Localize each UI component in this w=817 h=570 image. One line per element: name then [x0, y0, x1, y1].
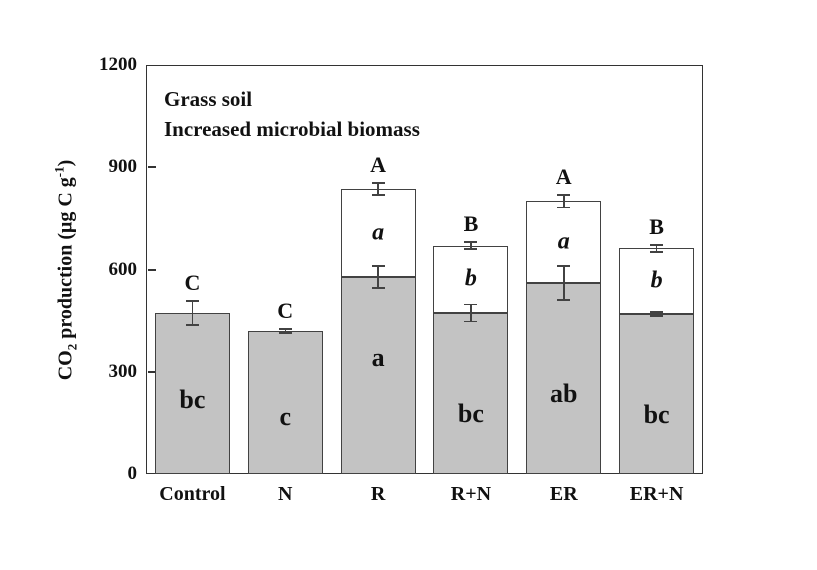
bar-segment-shaded — [154, 313, 230, 474]
y-tick-label: 0 — [127, 463, 138, 484]
error-bar-lower-segment-cap-bottom — [557, 299, 571, 301]
error-bar-lower-segment — [377, 266, 379, 288]
y-tick-mark — [147, 166, 156, 169]
significance-letter-total: B — [463, 211, 479, 237]
significance-letter-lower-segment: bc — [457, 399, 484, 429]
error-bar-lower-segment-cap-top — [371, 265, 385, 267]
y-tick-label: 300 — [108, 360, 138, 382]
significance-letter-upper-segment: a — [557, 228, 570, 255]
x-category-label: ER+N — [629, 483, 684, 505]
significance-letter-lower-segment: a — [371, 342, 385, 372]
y-axis-label-pre: CO — [54, 350, 77, 381]
error-bar-lower-segment — [655, 311, 658, 316]
error-bar-total — [563, 195, 565, 208]
error-bar-lower-segment — [284, 328, 286, 333]
y-axis-label: CO2 production (μg C g-1) — [52, 160, 81, 381]
error-bar-total-cap-bottom — [371, 194, 385, 196]
y-tick-mark — [147, 268, 156, 271]
error-bar-total — [377, 182, 379, 196]
bar-segment-shaded — [526, 283, 602, 474]
significance-letter-total: A — [555, 164, 572, 190]
title-line-2: Increased microbial biomass — [164, 117, 420, 141]
title-line-1: Grass soil — [164, 87, 253, 111]
error-bar-lower-segment — [191, 301, 194, 326]
error-bar-total-cap-top — [371, 182, 385, 184]
error-bar-total-cap-bottom — [557, 206, 571, 209]
significance-letter-upper-segment: b — [650, 267, 663, 294]
bar-segment-shaded — [433, 313, 509, 474]
error-bar-total-cap-bottom — [650, 251, 664, 253]
bar-segment-shaded — [340, 276, 416, 474]
error-bar-total-cap-top — [464, 241, 478, 243]
x-category-label: R+N — [450, 483, 492, 505]
plot-area — [146, 65, 703, 474]
error-bar-total — [470, 242, 472, 250]
error-bar-lower-segment-cap-top — [650, 311, 664, 313]
error-bar-lower-segment-cap-bottom — [278, 332, 292, 334]
bar-segment-shaded — [619, 313, 695, 474]
error-bar-lower-segment — [470, 304, 472, 322]
significance-letter-upper-segment: a — [372, 219, 385, 246]
y-axis-label-sub: 2 — [64, 343, 80, 351]
x-category-label: R — [370, 483, 386, 505]
bar-segment-shaded — [247, 330, 323, 474]
x-category-label: Control — [159, 483, 226, 505]
error-bar-lower-segment-cap-bottom — [371, 287, 385, 289]
x-category-label: ER — [549, 483, 578, 505]
error-bar-lower-segment-cap-top — [185, 300, 199, 302]
y-tick-label: 1200 — [99, 54, 137, 75]
y-tick-label: 600 — [108, 258, 138, 280]
y-tick-mark — [147, 370, 156, 373]
significance-letter-total: B — [649, 213, 664, 239]
error-bar-total — [655, 244, 658, 252]
error-bar-lower-segment-cap-top — [464, 303, 478, 306]
error-bar-lower-segment-cap-top — [557, 265, 571, 267]
significance-letter-total: C — [184, 270, 201, 296]
significance-letter-lower-segment: bc — [179, 384, 206, 414]
error-bar-lower-segment-cap-top — [278, 328, 292, 330]
significance-letter-total: A — [370, 151, 387, 177]
significance-letter-lower-segment: c — [279, 401, 292, 431]
significance-letter-total: C — [277, 297, 294, 323]
y-axis-label-post: ) — [54, 159, 77, 167]
error-bar-lower-segment-cap-bottom — [185, 324, 199, 326]
error-bar-total-cap-bottom — [464, 248, 478, 250]
significance-letter-upper-segment: b — [464, 265, 477, 292]
plot-title: Grass soil Increased microbial biomass — [164, 84, 420, 144]
error-bar-lower-segment-cap-bottom — [650, 315, 664, 317]
significance-letter-lower-segment: bc — [643, 399, 670, 429]
error-bar-total-cap-top — [650, 244, 664, 246]
error-bar-total-cap-top — [557, 194, 571, 196]
error-bar-lower-segment — [563, 266, 565, 301]
y-axis-label-sup: -1 — [51, 166, 67, 178]
y-tick-label: 900 — [108, 156, 138, 178]
error-bar-lower-segment-cap-bottom — [464, 320, 478, 323]
x-category-label: N — [278, 483, 293, 505]
y-axis-label-mid: production (μg C g — [54, 177, 77, 344]
significance-letter-lower-segment: ab — [550, 378, 578, 408]
